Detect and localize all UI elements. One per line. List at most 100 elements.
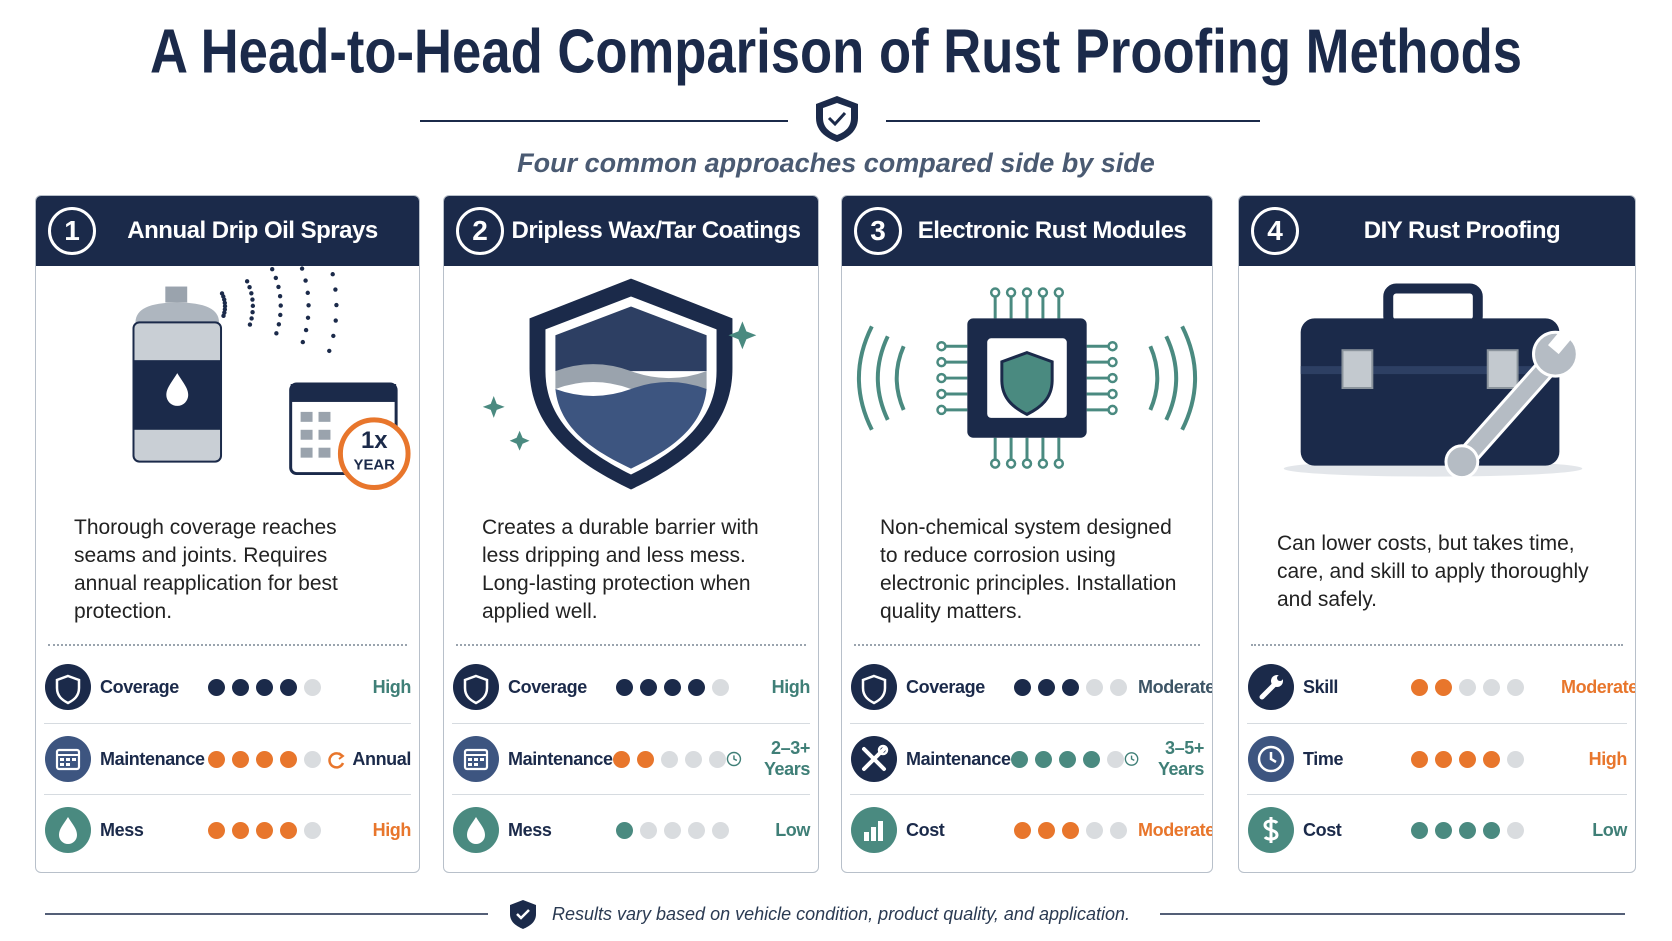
graphic: [276, 284, 281, 290]
graphic: [60, 763, 64, 766]
dot: [232, 678, 249, 696]
graphic: [333, 318, 338, 323]
graphic: [468, 763, 472, 766]
dot: [232, 821, 249, 839]
card-number: 2: [456, 207, 504, 255]
description: Creates a durable barrier with less drip…: [482, 516, 759, 623]
rating-row: Maintenance 2–3+ Years: [452, 723, 810, 794]
dot: [1411, 678, 1428, 696]
graphic: [732, 755, 737, 762]
rating-label: Coverage: [906, 676, 985, 697]
card-title: DIY Rust Proofing: [1363, 217, 1561, 244]
rating-value: Low: [775, 820, 810, 841]
rating-label: Mess: [100, 819, 144, 840]
graphic: [555, 306, 707, 372]
graphic: [300, 411, 313, 422]
dot: [636, 750, 654, 768]
graphic: [337, 417, 411, 490]
dot: [1507, 678, 1524, 696]
description: Non-chemical system designed to reduce c…: [880, 516, 1177, 623]
graphic: [864, 821, 883, 841]
dot: [664, 821, 681, 839]
graphic: [861, 674, 887, 705]
graphic: [1037, 287, 1049, 298]
dot: [208, 750, 225, 768]
check: [516, 909, 530, 920]
dot: [1062, 821, 1079, 839]
dot: [1483, 821, 1500, 839]
graphic: [222, 303, 228, 309]
dot: [616, 821, 633, 839]
graphic: [299, 266, 305, 271]
rating-icon: [1248, 664, 1294, 710]
rating-dots: [1411, 821, 1524, 839]
graphic: [468, 758, 472, 761]
rating-dots: [1014, 821, 1127, 839]
rating-value: Moderate: [1138, 676, 1213, 698]
rating-label: Skill: [1303, 676, 1339, 697]
graphic: [55, 748, 81, 771]
graphic: [1263, 817, 1279, 843]
dot: [660, 750, 678, 768]
graphic: [871, 827, 876, 841]
badge-text: 1x: [361, 427, 388, 454]
graphic: [936, 388, 947, 400]
graphic: [857, 325, 906, 431]
rating-label: Maintenance: [100, 748, 205, 769]
graphic: [250, 297, 255, 302]
graphic: [555, 382, 707, 469]
rating-icon: [453, 807, 499, 853]
graphic: [989, 287, 1001, 298]
graphic: [338, 752, 346, 760]
graphic: [318, 447, 331, 458]
graphic: [1021, 458, 1033, 469]
value-icon: [328, 752, 346, 769]
rating-row: Mess High: [44, 794, 411, 865]
graphic: [463, 674, 489, 705]
graphic: [726, 751, 741, 767]
rating-row: Skill Moderate: [1247, 652, 1635, 722]
rating-label: Mess: [508, 819, 552, 840]
graphic: [60, 758, 76, 766]
graphic: [1269, 752, 1277, 764]
graphic: [318, 411, 331, 422]
dot: [208, 678, 225, 696]
rating-icon: [45, 736, 91, 782]
graphic: [330, 272, 335, 277]
graphic: [1257, 745, 1285, 773]
rating-value: 3–5+ Years: [1124, 738, 1204, 780]
rating-dots: [616, 678, 729, 696]
graphic: [165, 286, 188, 303]
graphic: [318, 429, 331, 440]
graphic: [1459, 358, 1556, 464]
graphic: [72, 758, 76, 761]
dot: [1483, 750, 1500, 768]
illustration: [857, 287, 1197, 469]
graphic: [221, 313, 226, 319]
graphic: [276, 322, 282, 327]
card: 1 Annual Drip Oil Sprays 1x YEAR Thorough …: [35, 195, 420, 873]
rating-row: Coverage High: [44, 652, 411, 722]
rating-value-text: 2–3+ Years: [763, 738, 810, 779]
card-number: 1: [48, 207, 96, 255]
graphic: [877, 744, 889, 756]
graphic: [936, 356, 947, 368]
dot: [684, 750, 702, 768]
rating-value-text: High: [1588, 748, 1628, 769]
dot: [1435, 821, 1452, 839]
graphic: [1107, 404, 1118, 416]
illustration: [482, 278, 757, 490]
dot: [1082, 750, 1100, 768]
rating-label: Maintenance: [906, 748, 1011, 769]
rating-value-text: Moderate: [1138, 676, 1213, 697]
card: 4 DIY Rust Proofing Can lower costs, but …: [1238, 195, 1636, 873]
rating-icon: [851, 736, 897, 782]
dot: [1435, 750, 1452, 768]
graphic: [300, 411, 331, 458]
rating-row: Coverage High: [452, 652, 810, 722]
dot: [1058, 750, 1076, 768]
rating-value: High: [373, 677, 412, 698]
rating-dots: [612, 750, 726, 768]
graphic: [66, 758, 70, 761]
